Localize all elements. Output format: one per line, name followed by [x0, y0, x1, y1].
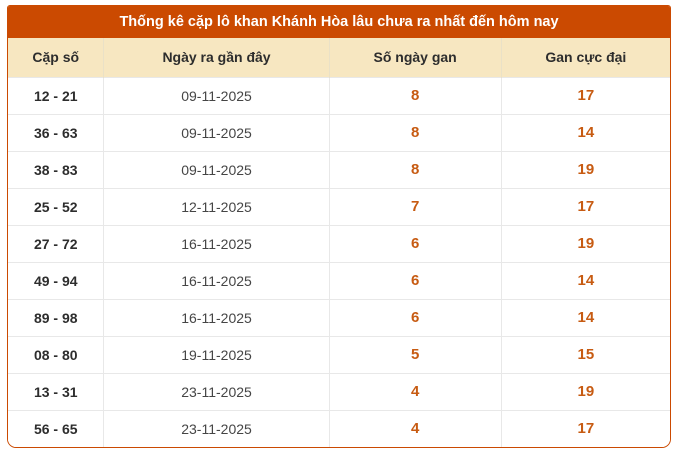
- pair-cell: 89 - 98: [8, 298, 104, 336]
- column-header-date: Ngày ra gần đây: [103, 38, 330, 77]
- pair-cell: 08 - 80: [8, 335, 104, 373]
- gan-days-cell: 4: [328, 372, 502, 410]
- pair-cell: 13 - 31: [8, 372, 104, 410]
- gan-days-cell: 6: [328, 224, 502, 262]
- pair-cell: 25 - 52: [8, 187, 104, 225]
- table-body: 12 - 21 09-11-2025 8 17 36 - 63 09-11-2025 8 14…: [8, 76, 670, 447]
- max-gan-cell: 19: [500, 150, 670, 188]
- max-gan-cell: 15: [500, 335, 670, 373]
- max-gan-cell: 14: [500, 261, 670, 299]
- gan-days-cell: 8: [328, 113, 502, 151]
- pair-cell: 27 - 72: [8, 224, 104, 262]
- last-date-cell: 09-11-2025: [103, 150, 330, 188]
- last-date-cell: 16-11-2025: [103, 224, 330, 262]
- table-row: 08 - 80 19-11-2025 5 15: [8, 335, 670, 373]
- panel-title: Thống kê cặp lô khan Khánh Hòa lâu chưa …: [8, 6, 670, 38]
- table-row: 25 - 52 12-11-2025 7 17: [8, 187, 670, 225]
- max-gan-cell: 17: [500, 76, 670, 114]
- column-header-gan-days: Số ngày gan: [328, 38, 502, 77]
- last-date-cell: 16-11-2025: [103, 261, 330, 299]
- column-header-max-gan: Gan cực đại: [500, 38, 670, 77]
- max-gan-cell: 14: [500, 298, 670, 336]
- table-row: 36 - 63 09-11-2025 8 14: [8, 113, 670, 151]
- lottery-gan-stats-panel: Thống kê cặp lô khan Khánh Hòa lâu chưa …: [7, 5, 671, 448]
- table-row: 13 - 31 23-11-2025 4 19: [8, 372, 670, 410]
- last-date-cell: 09-11-2025: [103, 113, 330, 151]
- max-gan-cell: 19: [500, 372, 670, 410]
- table-row: 56 - 65 23-11-2025 4 17: [8, 409, 670, 447]
- last-date-cell: 23-11-2025: [103, 409, 330, 447]
- max-gan-cell: 17: [500, 409, 670, 447]
- gan-days-cell: 8: [328, 76, 502, 114]
- gan-days-cell: 6: [328, 261, 502, 299]
- max-gan-cell: 17: [500, 187, 670, 225]
- table-row: 38 - 83 09-11-2025 8 19: [8, 150, 670, 188]
- pair-cell: 36 - 63: [8, 113, 104, 151]
- gan-days-cell: 6: [328, 298, 502, 336]
- last-date-cell: 12-11-2025: [103, 187, 330, 225]
- gan-days-cell: 5: [328, 335, 502, 373]
- last-date-cell: 16-11-2025: [103, 298, 330, 336]
- gan-days-cell: 7: [328, 187, 502, 225]
- pair-cell: 56 - 65: [8, 409, 104, 447]
- max-gan-cell: 14: [500, 113, 670, 151]
- last-date-cell: 09-11-2025: [103, 76, 330, 114]
- last-date-cell: 23-11-2025: [103, 372, 330, 410]
- table-row: 12 - 21 09-11-2025 8 17: [8, 76, 670, 114]
- column-header-pair: Cặp số: [8, 38, 104, 77]
- gan-days-cell: 8: [328, 150, 502, 188]
- pair-cell: 38 - 83: [8, 150, 104, 188]
- table-header-row: Cặp số Ngày ra gần đây Số ngày gan Gan c…: [8, 38, 670, 77]
- last-date-cell: 19-11-2025: [103, 335, 330, 373]
- gan-days-cell: 4: [328, 409, 502, 447]
- table-row: 49 - 94 16-11-2025 6 14: [8, 261, 670, 299]
- pair-cell: 49 - 94: [8, 261, 104, 299]
- gan-stats-table: Cặp số Ngày ra gần đây Số ngày gan Gan c…: [8, 38, 670, 447]
- pair-cell: 12 - 21: [8, 76, 104, 114]
- table-row: 89 - 98 16-11-2025 6 14: [8, 298, 670, 336]
- table-row: 27 - 72 16-11-2025 6 19: [8, 224, 670, 262]
- max-gan-cell: 19: [500, 224, 670, 262]
